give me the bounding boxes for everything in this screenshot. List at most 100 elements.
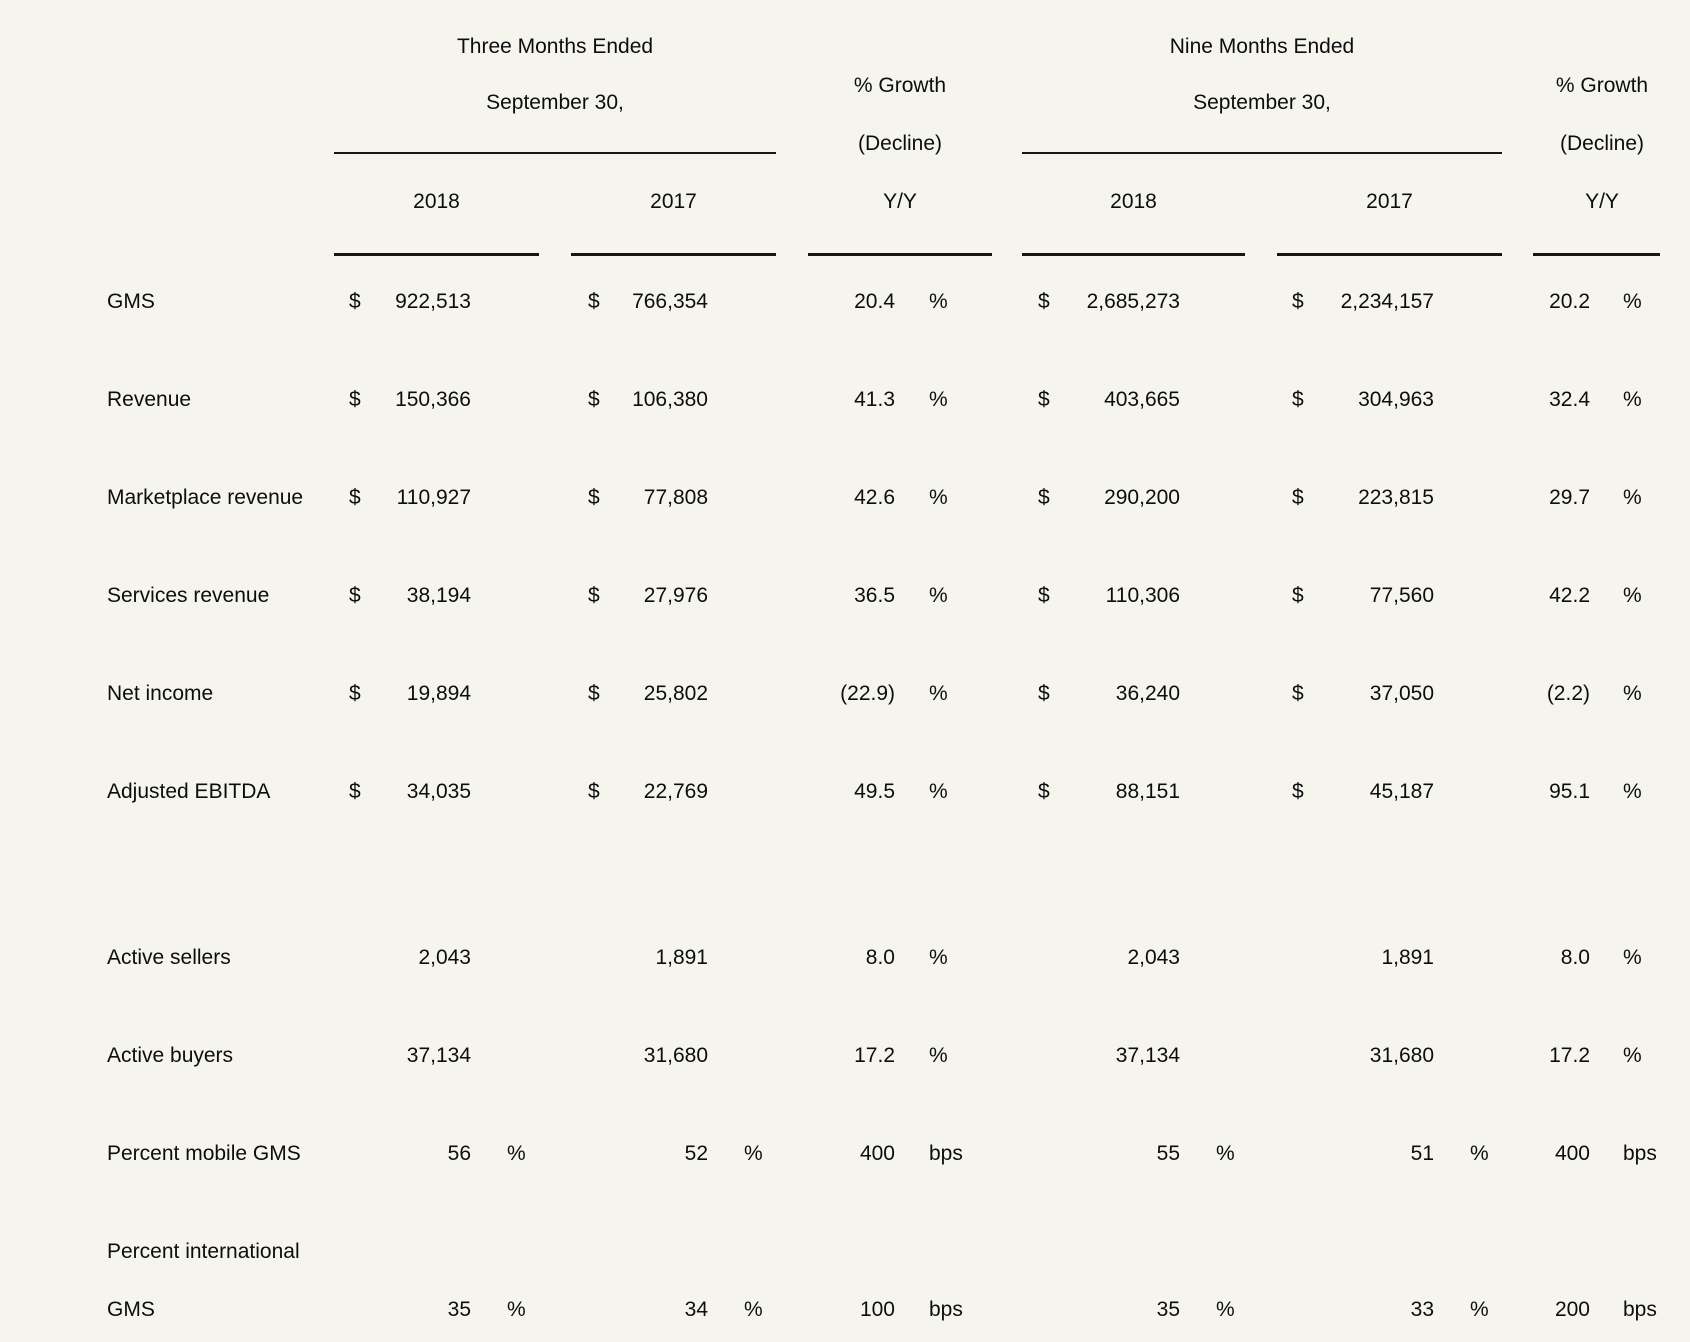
growth-3m: 42.6 [854,486,895,509]
unit-9m-2017 [1434,943,1510,973]
unit-9m-2017 [1434,777,1510,807]
unit-3m-2018 [471,1041,588,1071]
growth-unit-9m: % [1623,388,1642,411]
value-9m-2017: 304,963 [1358,388,1434,411]
unit-3m-2017 [708,287,782,317]
currency-symbol: $ [349,388,361,411]
growth-unit-3m: % [929,290,948,313]
value-9m-2018: 2,043 [1127,946,1180,969]
currency-symbol: $ [588,388,600,411]
growth-unit-9m: bps [1623,1298,1657,1321]
column-header-2018-9m: 2018 [1110,190,1157,213]
row-label: Net income [107,682,214,705]
period-subheader-date-9m: September 30, [1193,91,1331,114]
growth-unit-9m: % [1623,682,1642,705]
yy-rule-9m [1533,253,1660,256]
value-3m-2018: 922,513 [395,290,471,313]
value-3m-2017: 77,808 [643,486,708,509]
unit-3m-2017 [708,581,782,611]
yy-header-3m: Y/Y [883,190,917,213]
currency-symbol [588,1139,624,1169]
growth-unit-3m: % [929,946,948,969]
growth-3m: 400 [859,1142,895,1165]
growth-unit-9m: % [1623,486,1642,509]
unit-9m-2017 [1434,483,1510,513]
decline-header-9m: (Decline) [1559,132,1645,155]
currency-symbol [1038,943,1074,973]
growth-3m: 36.5 [854,584,895,607]
unit-9m-2018 [1180,1041,1292,1071]
unit-3m-2017 [708,1041,782,1071]
growth-unit-3m: bps [929,1298,963,1321]
currency-symbol: $ [1292,584,1304,607]
value-3m-2018: 19,894 [406,682,471,705]
currency-symbol [349,943,385,973]
growth-9m: 8.0 [1560,946,1590,969]
unit-9m-2017 [1434,679,1510,709]
unit-3m-2017: % [744,1298,763,1321]
unit-9m-2017: % [1470,1142,1489,1165]
currency-symbol: $ [588,682,600,705]
value-3m-2018: 37,134 [406,1044,471,1067]
currency-symbol: $ [588,290,600,313]
value-3m-2018: 35 [447,1298,471,1321]
currency-symbol [1292,1041,1328,1071]
value-3m-2017: 1,891 [655,946,708,969]
row-label-line1: Percent international [107,1240,300,1263]
value-3m-2018: 34,035 [406,780,471,803]
currency-symbol: $ [1038,584,1050,607]
growth-9m: 32.4 [1549,388,1590,411]
growth-3m: 20.4 [854,290,895,313]
currency-symbol: $ [588,584,600,607]
currency-symbol: $ [1038,486,1050,509]
header-rule-9m [1022,152,1502,154]
row-label: GMS [107,290,155,313]
unit-3m-2018 [471,943,588,973]
currency-symbol: $ [349,584,361,607]
growth-9m: 29.7 [1549,486,1590,509]
value-3m-2017: 106,380 [632,388,708,411]
column-header-2017-3m: 2017 [650,190,697,213]
unit-3m-2018 [471,581,588,611]
growth-3m: 8.0 [865,946,895,969]
unit-3m-2017 [708,943,782,973]
currency-symbol [588,1295,624,1325]
currency-symbol: $ [1038,290,1050,313]
currency-symbol: $ [1038,388,1050,411]
currency-symbol: $ [1292,682,1304,705]
currency-symbol: $ [1292,780,1304,803]
year-rule-2018-9m [1022,253,1245,256]
value-3m-2017: 766,354 [632,290,708,313]
table-row-active-sellers: Active sellers 2,043 1,891 8.0 % 2,043 1… [0,943,1690,973]
growth-unit-3m: % [929,682,948,705]
yy-rule-3m [808,253,992,256]
growth-9m: 95.1 [1549,780,1590,803]
currency-symbol: $ [1038,682,1050,705]
unit-9m-2018: % [1216,1298,1235,1321]
unit-9m-2018 [1180,385,1292,415]
currency-symbol: $ [349,682,361,705]
currency-symbol [588,943,624,973]
row-label: Percent international GMS [0,1237,349,1325]
table-row-gms: GMS $ 922,513 $ 766,354 20.4 % $ 2,685,2… [0,287,1690,317]
currency-symbol: $ [349,780,361,803]
value-3m-2017: 34 [684,1298,708,1321]
currency-symbol [349,1041,385,1071]
unit-3m-2018 [471,385,588,415]
unit-9m-2018: % [1216,1142,1235,1165]
growth-3m: 49.5 [854,780,895,803]
unit-9m-2017 [1434,1041,1510,1071]
value-3m-2018: 150,366 [395,388,471,411]
unit-9m-2018 [1180,943,1292,973]
unit-3m-2017 [708,679,782,709]
value-9m-2017: 33 [1410,1298,1434,1321]
unit-3m-2018: % [507,1142,526,1165]
currency-symbol: $ [1292,290,1304,313]
growth-unit-3m: bps [929,1142,963,1165]
value-3m-2017: 25,802 [643,682,708,705]
unit-9m-2017 [1434,581,1510,611]
row-label: Active sellers [107,946,231,969]
growth-9m: 20.2 [1549,290,1590,313]
value-9m-2018: 88,151 [1115,780,1180,803]
year-rule-2018-3m [334,253,539,256]
